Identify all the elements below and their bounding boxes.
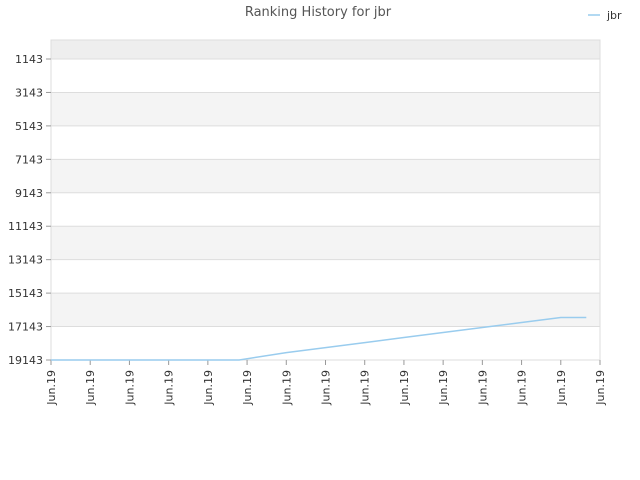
y-tick-label: 17143 bbox=[8, 321, 43, 334]
series-line-jbr bbox=[51, 316, 587, 361]
legend-label-jbr: jbr bbox=[606, 9, 622, 22]
x-tick-label: Jun.19 bbox=[555, 370, 568, 406]
y-tick-label: 19143 bbox=[8, 354, 43, 367]
y-tick-label: 3143 bbox=[15, 86, 43, 99]
chart-title: Ranking History for jbr bbox=[245, 5, 392, 20]
y-tick-label: 15143 bbox=[8, 287, 43, 300]
x-tick-label: Jun.19 bbox=[398, 370, 411, 406]
x-tick-label: Jun.19 bbox=[516, 370, 529, 406]
plot-band bbox=[51, 293, 600, 327]
y-tick-label: 5143 bbox=[15, 120, 43, 133]
x-tick-label: Jun.19 bbox=[84, 370, 97, 406]
plot-band bbox=[51, 192, 600, 227]
y-axis-ticks: 1143 3143 5143 7143 9143 11143 13143 15143 17143… bbox=[8, 53, 51, 367]
x-tick-label: Jun.19 bbox=[476, 370, 489, 406]
x-tick-label: Jun.19 bbox=[123, 370, 136, 406]
x-tick-label: Jun.19 bbox=[594, 370, 607, 406]
plot-band bbox=[51, 226, 600, 260]
x-tick-label: Jun.19 bbox=[437, 370, 450, 406]
y-tick-label: 1143 bbox=[15, 53, 43, 66]
y-tick-label: 9143 bbox=[15, 187, 43, 200]
y-tick-label: 13143 bbox=[8, 254, 43, 267]
x-axis-ticks: Jun.19 Jun.19 Jun.19 Jun.19 Jun.19 Jun.19 Jun.… bbox=[45, 360, 607, 406]
x-tick-label: Jun.19 bbox=[359, 370, 372, 406]
x-tick-label: Jun.19 bbox=[202, 370, 215, 406]
plot-band bbox=[51, 59, 600, 93]
plot-band bbox=[51, 326, 600, 360]
plot-band bbox=[51, 259, 600, 294]
plot-bands bbox=[51, 40, 600, 360]
plot-band bbox=[51, 125, 600, 160]
legend: jbr bbox=[588, 9, 622, 22]
x-tick-label: Jun.19 bbox=[280, 370, 293, 406]
y-tick-label: 7143 bbox=[15, 153, 43, 166]
x-tick-label: Jun.19 bbox=[45, 370, 58, 406]
plot-band bbox=[51, 92, 600, 126]
plot-band-top bbox=[51, 40, 600, 59]
x-tick-label: Jun.19 bbox=[320, 370, 333, 406]
x-tick-label: Jun.19 bbox=[241, 370, 254, 406]
plot-band bbox=[51, 159, 600, 193]
x-tick-label: Jun.19 bbox=[163, 370, 176, 406]
series-layer bbox=[51, 316, 587, 361]
y-tick-label: 11143 bbox=[8, 220, 43, 233]
